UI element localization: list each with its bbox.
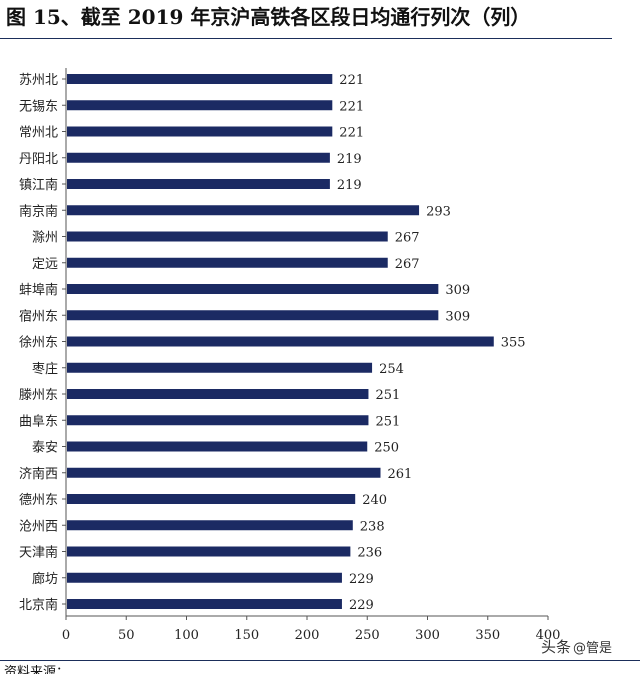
category-label: 苏州北 [19, 72, 58, 88]
category-label: 南京南 [19, 203, 58, 219]
data-label: 355 [501, 336, 526, 351]
category-label: 宿州东 [19, 308, 58, 324]
category-label: 滕州东 [19, 388, 58, 403]
bar [67, 494, 356, 504]
x-tick-label: 50 [118, 628, 135, 643]
data-label: 261 [388, 467, 413, 482]
category-label: 枣庄 [32, 361, 58, 377]
source-note: 资料来源： [4, 665, 70, 674]
title-divider [0, 38, 612, 39]
data-label: 219 [337, 178, 362, 193]
bar [67, 572, 342, 583]
category-label: 丹阳北 [19, 152, 58, 167]
data-label: 221 [339, 126, 364, 141]
bar [67, 74, 333, 84]
data-label: 309 [445, 309, 470, 324]
category-label: 泰安 [32, 441, 58, 456]
data-label: 251 [375, 388, 400, 403]
category-label: 北京南 [19, 597, 58, 613]
data-label: 254 [379, 362, 404, 377]
data-label: 267 [395, 257, 420, 272]
category-label: 蚌埠南 [19, 282, 58, 298]
category-label: 滁州 [32, 230, 58, 246]
bar [67, 100, 333, 111]
x-tick-label: 200 [295, 628, 320, 643]
bar [67, 415, 369, 426]
bar [67, 179, 330, 189]
bar [67, 336, 494, 347]
category-label: 徐州东 [19, 336, 58, 351]
bar [67, 257, 388, 268]
x-tick-label: 400 [536, 628, 561, 643]
bar [67, 362, 373, 373]
bar [67, 467, 381, 478]
data-label: 221 [339, 99, 364, 114]
bar [67, 205, 420, 216]
bar [67, 441, 368, 452]
data-label: 229 [349, 572, 374, 587]
data-label: 229 [349, 598, 374, 613]
category-label: 济南西 [19, 466, 58, 482]
watermark-handle: @管是 [573, 640, 613, 656]
category-label: 德州东 [19, 493, 58, 508]
category-label: 廊坊 [32, 571, 58, 587]
bar [67, 284, 439, 294]
data-label: 219 [337, 152, 362, 167]
category-label: 曲阜东 [19, 413, 58, 429]
x-tick-label: 250 [355, 628, 380, 643]
chart-title: 图 15、截至 2019 年京沪高铁各区段日均通行列次（列） [6, 5, 531, 29]
watermark-app: 头条 [541, 637, 572, 656]
data-label: 221 [339, 73, 364, 88]
bar [67, 310, 439, 321]
x-tick-label: 300 [415, 628, 440, 643]
data-label: 251 [375, 414, 400, 429]
category-label: 天津南 [19, 545, 58, 561]
footer-divider [0, 660, 640, 661]
bar [67, 520, 353, 531]
data-label: 250 [374, 441, 399, 456]
category-label: 镇江南 [19, 177, 58, 193]
data-label: 293 [426, 204, 451, 219]
data-label: 236 [357, 546, 382, 561]
data-label: 240 [362, 493, 387, 508]
bar [67, 152, 330, 163]
watermark: 头条 @管是 [541, 635, 612, 657]
bar [67, 126, 333, 137]
data-label: 267 [395, 231, 420, 246]
category-label: 无锡东 [19, 99, 58, 114]
data-label: 309 [445, 283, 470, 298]
bar [67, 389, 369, 399]
category-label: 定远 [32, 257, 58, 272]
data-label: 238 [360, 519, 385, 534]
bar [67, 546, 351, 557]
bar [67, 231, 388, 242]
x-tick-label: 350 [475, 628, 500, 643]
x-tick-label: 150 [234, 628, 259, 643]
bar [67, 599, 342, 609]
category-label: 常州北 [19, 126, 58, 141]
x-tick-label: 100 [174, 628, 199, 643]
category-label: 沧州西 [19, 518, 58, 534]
x-tick-label: 0 [62, 628, 70, 643]
